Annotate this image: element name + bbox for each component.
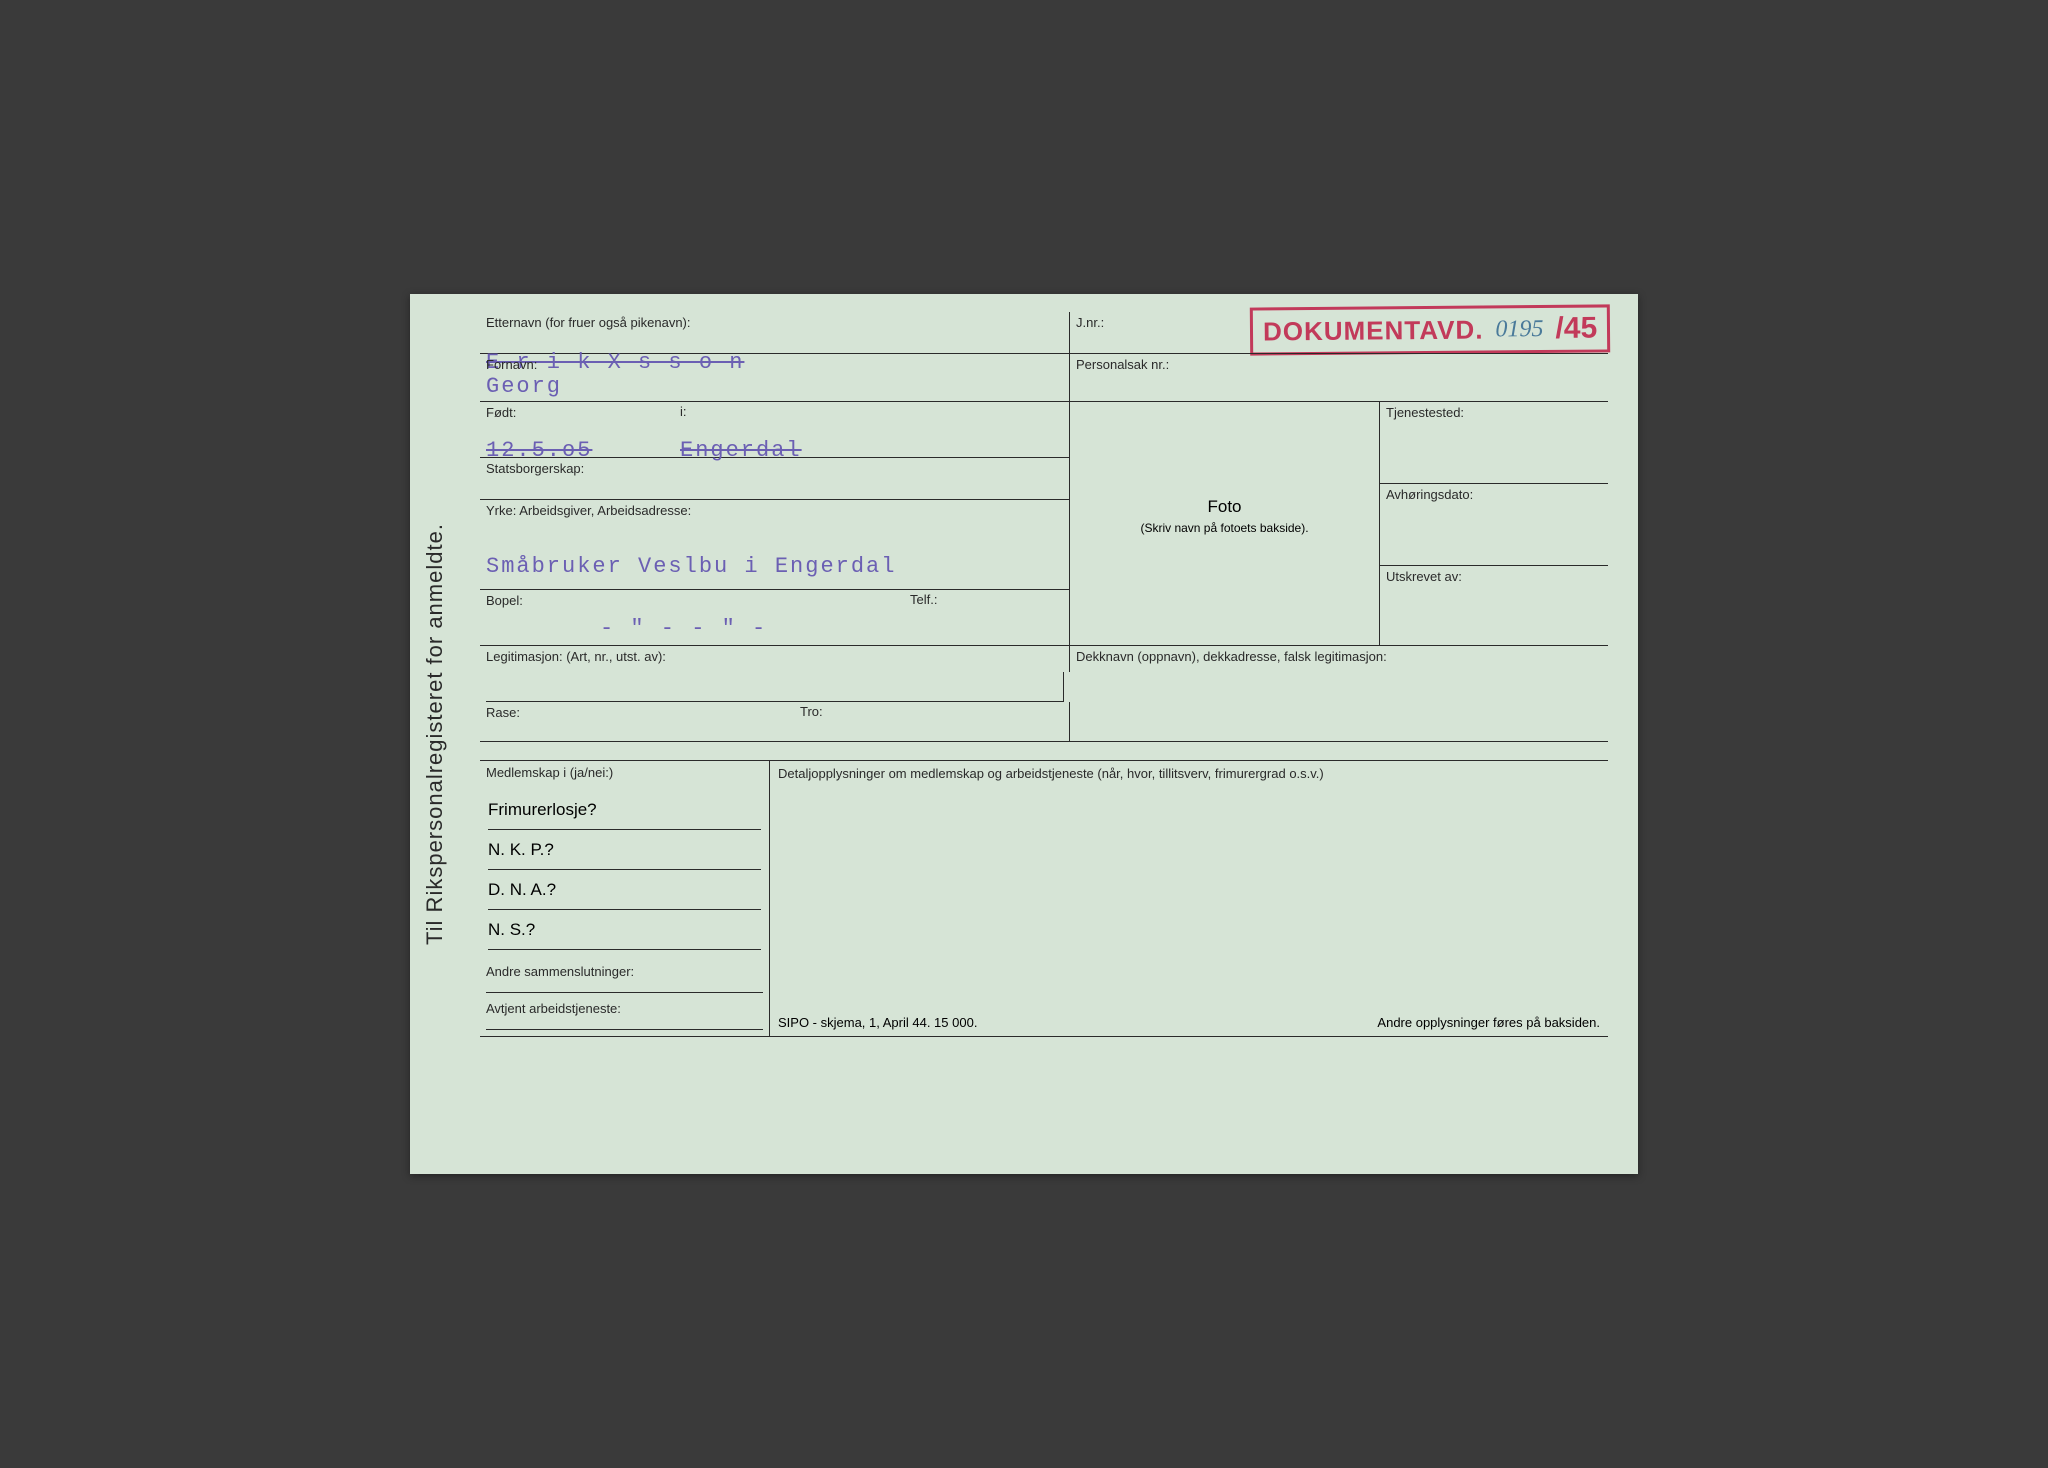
membership-item: N. S.? [488, 910, 761, 950]
membership-item: D. N. A.? [488, 870, 761, 910]
label-bopel: Bopel: [486, 593, 523, 608]
label-foto-sub: (Skriv navn på fotoets bakside). [1070, 521, 1379, 535]
label-legitimasjon: Legitimasjon: (Art, nr., utst. av): [486, 649, 666, 664]
label-fodt-i: i: [680, 404, 687, 419]
label-andre-sammen: Andre sammenslutninger: [480, 956, 769, 979]
label-utskrevet: Utskrevet av: [1386, 569, 1462, 584]
label-detalj: Detaljopplysninger om medlemskap og arbe… [778, 766, 1324, 781]
membership-list: Frimurerlosje? N. K. P.? D. N. A.? N. S.… [480, 784, 769, 956]
label-tro: Tro: [800, 704, 823, 719]
foto-box: Foto (Skriv navn på fotoets bakside). [1070, 402, 1380, 646]
label-avhoringsdato: Avhøringsdato: [1386, 487, 1473, 502]
label-medlemskap: Medlemskap i (ja/nei:) [480, 761, 769, 784]
footer-form-id: SIPO - skjema, 1, April 44. 15 000. [778, 1015, 977, 1030]
membership-item: N. K. P.? [488, 830, 761, 870]
label-dekknavn: Dekknavn (oppnavn), dekkadresse, falsk l… [1076, 649, 1387, 664]
value-yrke: Småbruker Veslbu i Engerdal [486, 554, 896, 579]
value-bopel: - " - - " - [600, 616, 767, 641]
value-fornavn: Georg [486, 374, 562, 399]
label-yrke: Yrke: Arbeidsgiver, Arbeidsadresse: [486, 503, 691, 518]
label-statsborgerskap: Statsborgerskap: [486, 461, 584, 476]
label-fodt: Født: [486, 405, 516, 420]
label-foto: Foto [1070, 497, 1379, 517]
label-etternavn: Etternavn (for fruer også pikenavn): [486, 315, 691, 330]
label-avtjent: Avtjent arbeidstjeneste: [480, 993, 769, 1016]
membership-item: Frimurerlosje? [488, 790, 761, 830]
label-fornavn: Fornavn: [486, 357, 537, 372]
label-telf: Telf.: [910, 592, 937, 607]
label-rase: Rase: [486, 705, 520, 720]
label-jnr: J.nr.: [1076, 315, 1104, 330]
label-personalsak: Personalsak nr.: [1076, 357, 1169, 372]
footer-right-note: Andre opplysninger føres på baksiden. [1377, 1015, 1600, 1030]
registration-card: Til Rikspersonalregisteret for anmeldte.… [410, 294, 1638, 1174]
label-tjenestested: Tjenestested: [1386, 405, 1464, 420]
vertical-title: Til Rikspersonalregisteret for anmeldte. [422, 523, 448, 945]
